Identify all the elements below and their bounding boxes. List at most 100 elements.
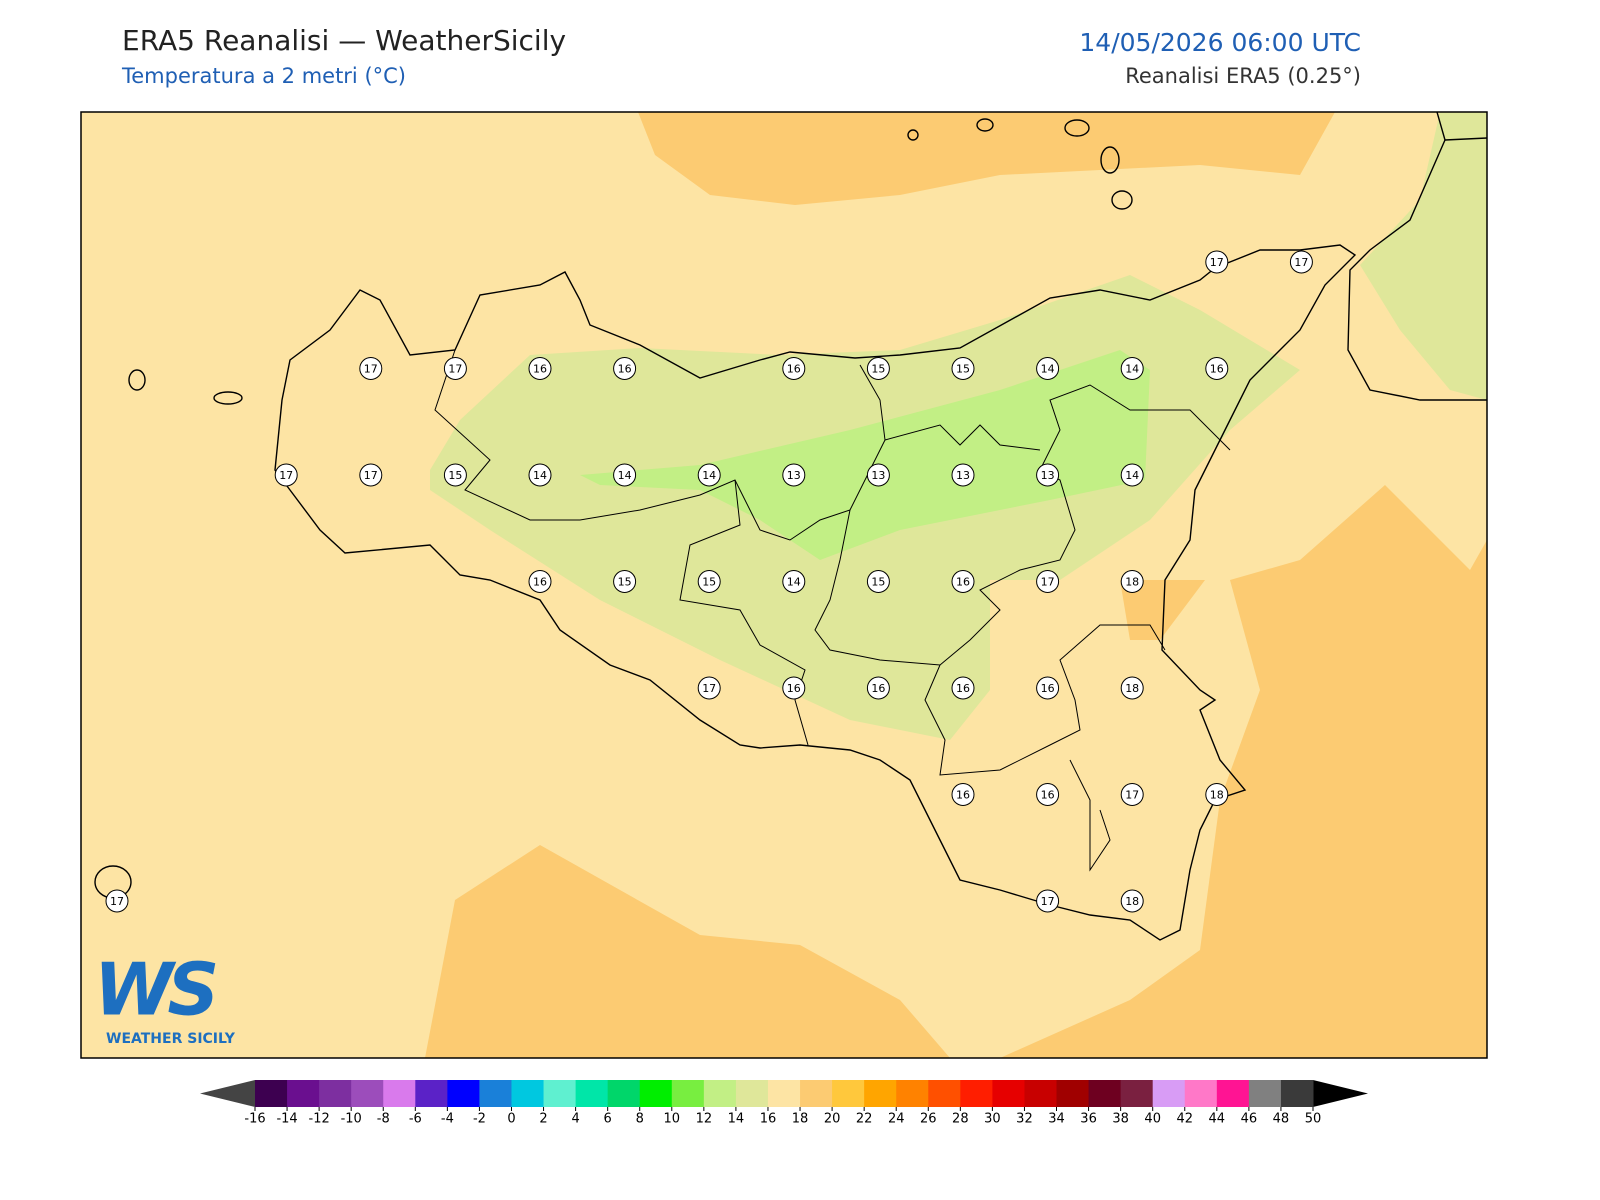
province-border	[814, 384, 1231, 666]
colorbar-tick-label: 38	[1112, 1112, 1129, 1127]
station-marker	[613, 463, 637, 487]
station-marker	[1120, 357, 1144, 380]
station-value: 17	[1210, 256, 1224, 269]
station-value: 16	[871, 682, 885, 695]
colorbar-box	[1120, 1080, 1154, 1107]
colorbar-tick-label: 42	[1176, 1112, 1193, 1127]
colorbar-box	[928, 1080, 961, 1107]
station-marker	[866, 357, 890, 380]
station-marker	[1036, 357, 1060, 380]
station-marker	[528, 463, 552, 487]
colorbar-box	[1248, 1080, 1282, 1107]
station-marker	[1036, 570, 1060, 593]
station-value: 14	[787, 576, 801, 589]
station-value: 16	[618, 363, 632, 376]
stations: 17 17 17 17 16 16 16 15 15 14 14 16 17 17 15 14 14 14 13 13…	[105, 250, 1313, 913]
colorbar-box	[287, 1080, 320, 1107]
province-border	[434, 349, 886, 541]
colorbar-tick-label: 30	[984, 1112, 1001, 1127]
colorbar-box	[992, 1080, 1025, 1107]
station-marker	[1036, 676, 1060, 700]
logo-mark: WS	[94, 948, 215, 1032]
station-marker	[1036, 889, 1060, 913]
station-marker	[951, 676, 975, 700]
station-marker	[443, 463, 467, 487]
station-marker	[782, 676, 806, 700]
colorbar-tick-label: 6	[604, 1112, 612, 1127]
colorbar-tick-label: 50	[1305, 1112, 1322, 1127]
field-14-16	[430, 275, 1300, 740]
map-frame	[80, 111, 1488, 1059]
colorbar-box	[383, 1080, 416, 1107]
colorbar-box	[511, 1080, 545, 1107]
station-marker	[613, 357, 637, 380]
colorbar-box	[703, 1080, 737, 1107]
calabria-coast	[1347, 112, 1487, 401]
station-marker	[782, 357, 806, 380]
station-value: 17	[1041, 576, 1055, 589]
colorbar-box	[800, 1080, 833, 1107]
colorbar-tick-label: 26	[920, 1112, 937, 1127]
station-value: 14	[1125, 363, 1139, 376]
colorbar-tick-label: -10	[341, 1112, 362, 1127]
island	[976, 118, 994, 132]
title: ERA5 Reanalisi — WeatherSicily	[122, 24, 567, 57]
colorbar-tick-label: 34	[1048, 1112, 1065, 1127]
station-marker	[866, 676, 890, 700]
station-marker	[697, 676, 721, 700]
source: Reanalisi ERA5 (0.25°)	[1125, 64, 1361, 88]
station-value: 16	[956, 576, 970, 589]
station-value: 15	[618, 576, 632, 589]
station-marker	[866, 463, 890, 487]
colorbar-tick-label: -14	[276, 1112, 297, 1127]
station-value: 15	[871, 363, 885, 376]
station-marker	[1036, 463, 1060, 487]
colorbar-box	[960, 1080, 993, 1107]
station-marker	[697, 570, 721, 593]
colorbar-tick-label: 14	[728, 1112, 745, 1127]
station-value: 18	[1125, 895, 1139, 908]
station-marker	[1205, 250, 1229, 274]
province-border	[884, 424, 1041, 451]
field-18-20	[425, 845, 950, 1058]
station-marker	[951, 783, 975, 806]
colorbar-box	[255, 1080, 288, 1107]
station-marker	[528, 570, 552, 593]
province-border	[924, 624, 1166, 776]
province-border	[1069, 759, 1111, 872]
province-border	[679, 479, 809, 746]
colorbar-box	[896, 1080, 929, 1107]
station-marker	[951, 570, 975, 593]
station-value: 15	[956, 363, 970, 376]
field-16-18	[81, 112, 1487, 1058]
colorbar-tick-label: 20	[824, 1112, 841, 1127]
colorbar-box	[1088, 1080, 1122, 1107]
station-marker	[1120, 783, 1144, 806]
colorbar-tick-label: -2	[473, 1112, 486, 1127]
sicily-coast	[274, 244, 1357, 941]
colorbar-tick-label: 36	[1080, 1112, 1097, 1127]
colorbar-box	[319, 1080, 352, 1107]
station-value: 16	[1210, 363, 1224, 376]
colorbar-box	[639, 1080, 673, 1107]
station-value: 17	[364, 363, 378, 376]
colorbar-tick-label: 46	[1241, 1112, 1258, 1127]
station-value: 18	[1125, 576, 1139, 589]
colorbar-box	[479, 1080, 512, 1107]
station-value: 16	[956, 789, 970, 802]
island	[1111, 190, 1133, 210]
logo-text: WEATHER SICILY	[106, 1031, 236, 1047]
station-value: 13	[787, 469, 801, 482]
colorbar-under	[200, 1080, 255, 1107]
station-marker	[697, 463, 721, 487]
station-value: 17	[279, 469, 293, 482]
station-value: 14	[1041, 363, 1055, 376]
station-marker	[951, 463, 975, 487]
colorbar-box	[1216, 1080, 1250, 1107]
station-marker	[782, 570, 806, 593]
station-marker	[1289, 250, 1313, 274]
station-value: 18	[1210, 789, 1224, 802]
island	[907, 129, 919, 141]
station-marker	[359, 463, 383, 487]
